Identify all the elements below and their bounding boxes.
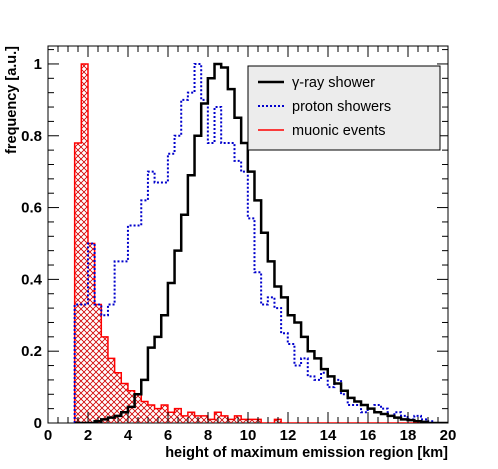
x-tick-label: 10	[240, 427, 257, 444]
legend-box	[247, 65, 441, 151]
y-tick-label: 0.2	[21, 343, 42, 360]
x-axis-title: height of maximum emission region [km]	[165, 445, 448, 461]
legend-label-muonic: muonic events	[292, 123, 386, 139]
axes-layer: 0 2 4 6 8 10 12 14 16 18 20 0 0.2 0.4 0.6 0.8 1	[21, 46, 456, 444]
x-tick-label: 8	[204, 427, 212, 444]
y-tick-label: 1	[34, 56, 42, 73]
legend-label-gamma: γ-ray shower	[292, 75, 375, 91]
y-tick-label: 0.4	[21, 271, 43, 288]
x-tick-label: 12	[280, 427, 297, 444]
x-tick-label: 16	[360, 427, 377, 444]
series-line-1	[73, 62, 448, 423]
x-tick-label: 4	[124, 427, 133, 444]
y-tick-label: 0	[34, 415, 42, 432]
histogram-layer	[73, 62, 448, 423]
x-tick-label: 6	[164, 427, 172, 444]
series-line-0	[74, 62, 448, 423]
series-line-2	[73, 63, 448, 423]
y-tick-label: 0.6	[21, 200, 42, 217]
x-tick-label: 20	[440, 427, 457, 444]
x-tick-label: 14	[320, 427, 337, 444]
x-tick-label: 2	[84, 427, 92, 444]
x-tick-label: 0	[44, 427, 52, 444]
y-tick-label: 0.8	[21, 128, 42, 145]
y-axis-title: frequency [a.u.]	[4, 46, 20, 154]
legend-label-proton: proton showers	[292, 99, 391, 115]
legend: γ-ray shower proton showers muonic event…	[247, 65, 441, 151]
x-tick-label: 18	[400, 427, 417, 444]
